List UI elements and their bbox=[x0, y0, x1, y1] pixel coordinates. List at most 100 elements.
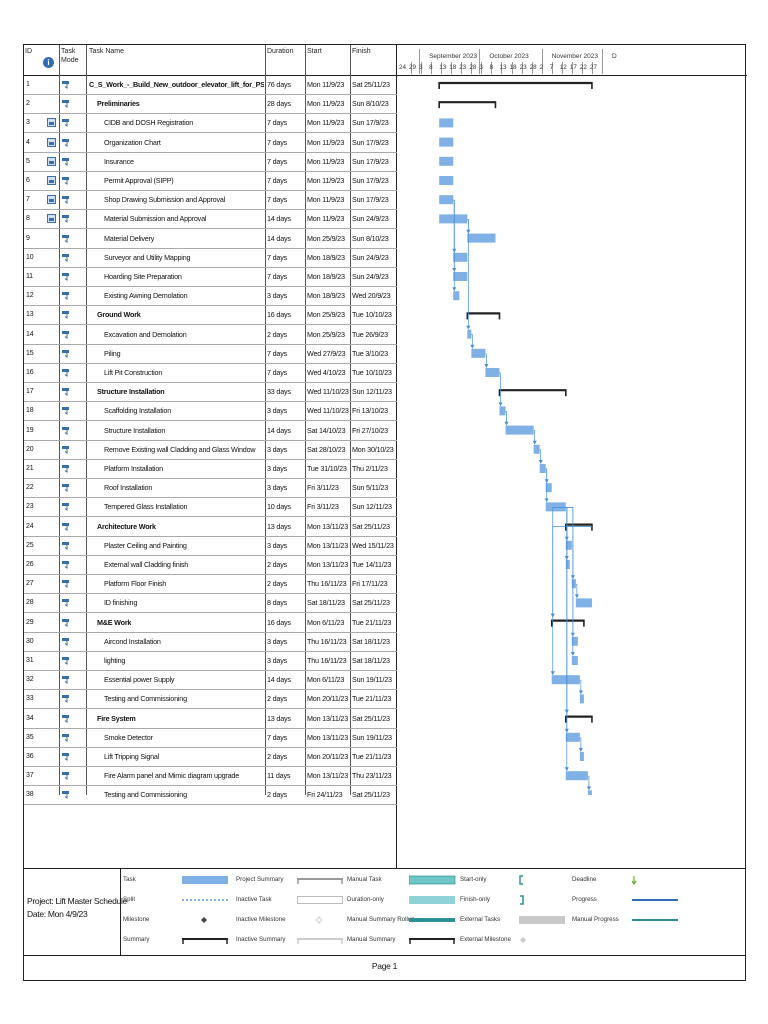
table-row[interactable]: 24 Architecture Work 13 days Mon 13/11/23 Sa… bbox=[24, 518, 397, 537]
manualsummary-legend-symbol bbox=[409, 938, 455, 944]
auto-scheduled-icon bbox=[62, 234, 69, 243]
table-row[interactable]: 3 CIDB and DOSH Registration 7 days Mon 11/… bbox=[24, 114, 397, 134]
manualtask-legend-symbol bbox=[409, 875, 456, 885]
extmilestone-legend-symbol bbox=[520, 937, 526, 943]
inactivesummary-legend-symbol bbox=[297, 938, 343, 944]
task-bar[interactable] bbox=[467, 329, 472, 339]
table-row[interactable]: 35 Smoke Detector 7 days Mon 13/11/23 Sun 19… bbox=[24, 729, 397, 748]
table-row[interactable]: 12 Existing Awning Demolation 3 days Mon 18… bbox=[24, 287, 397, 307]
task-bar[interactable] bbox=[545, 483, 552, 493]
table-row[interactable]: 37 Fire Alarm panel and Mimic diagram upg… bbox=[24, 767, 397, 787]
table-row[interactable]: 4 Organization Chart 7 days Mon 11/9/23 Sun … bbox=[24, 134, 397, 153]
task-bar[interactable] bbox=[579, 752, 584, 761]
task-name: Piling bbox=[104, 348, 121, 358]
task-bar[interactable] bbox=[571, 636, 578, 646]
task-duration: 16 days bbox=[267, 310, 291, 320]
legend-label: Finish-only bbox=[460, 896, 490, 903]
table-row[interactable]: 5 Insurance 7 days Mon 11/9/23 Sun 17/9/23 bbox=[24, 153, 397, 172]
task-name: Permit Approval (SIPP) bbox=[104, 176, 174, 185]
task-bar[interactable] bbox=[439, 156, 454, 166]
table-row[interactable]: 21 Platform Installation 3 days Tue 31/10/2… bbox=[24, 460, 397, 479]
task-bar[interactable] bbox=[545, 502, 566, 512]
table-row[interactable]: 33 Testing and Commissioning 2 days Mon 20/… bbox=[24, 690, 397, 710]
task-name: External wall Cladding finish bbox=[104, 560, 189, 569]
task-bar[interactable] bbox=[471, 348, 486, 358]
table-row[interactable]: 19 Structure Installation 14 days Sat 14/10… bbox=[24, 422, 397, 441]
day-tick bbox=[541, 62, 543, 74]
task-name: ID finishing bbox=[104, 598, 138, 608]
table-row[interactable]: 9 Material Delivery 14 days Mon 25/9/23 Sun … bbox=[24, 230, 397, 249]
table-row[interactable]: 20 Remove Existing wall Cladding and Glas… bbox=[24, 441, 397, 460]
task-bar[interactable] bbox=[453, 272, 468, 281]
task-bar[interactable] bbox=[439, 137, 454, 147]
table-row[interactable]: 32 Essential power Supply 14 days Mon 6/11/… bbox=[24, 671, 397, 691]
table-row[interactable]: 23 Tempered Glass Installation 10 days Fri … bbox=[24, 498, 397, 518]
table-row[interactable]: 30 Aircond Installation 3 days Thu 16/11/23… bbox=[24, 633, 397, 652]
task-bar[interactable] bbox=[587, 790, 592, 795]
table-row[interactable]: 13 Ground Work 16 days Mon 25/9/23 Tue 10/10… bbox=[24, 306, 397, 326]
task-bar[interactable] bbox=[579, 694, 584, 704]
task-finish: Thu 23/11/23 bbox=[352, 771, 392, 781]
task-bar[interactable] bbox=[565, 732, 580, 742]
dependency-link bbox=[533, 430, 535, 444]
legend-label: External Tasks bbox=[460, 916, 501, 923]
table-row[interactable]: 16 Lift Pit Construction 7 days Wed 4/10/23… bbox=[24, 364, 397, 383]
task-id: 19 bbox=[26, 426, 34, 434]
day-tick bbox=[481, 62, 483, 74]
task-bar[interactable] bbox=[533, 444, 540, 454]
table-row[interactable]: 36 Lift Tripping Signal 2 days Mon 20/11/23… bbox=[24, 748, 397, 767]
task-bar[interactable] bbox=[453, 291, 460, 301]
task-bar[interactable] bbox=[539, 464, 546, 473]
table-row[interactable]: 17 Structure Installation 33 days Wed 11/10… bbox=[24, 383, 397, 403]
task-id: 12 bbox=[26, 292, 34, 300]
task-bar[interactable] bbox=[571, 579, 576, 589]
task-bar[interactable] bbox=[467, 233, 496, 243]
table-row[interactable]: 18 Scaffolding Installation 3 days Wed 11/1… bbox=[24, 402, 397, 422]
day-tick bbox=[431, 62, 433, 74]
table-row[interactable]: 27 Platform Floor Finish 2 days Thu 16/11/2… bbox=[24, 575, 397, 595]
info-icon: i bbox=[43, 57, 54, 68]
table-row[interactable]: 15 Piling 7 days Wed 27/9/23 Tue 3/10/23 bbox=[24, 345, 397, 364]
table-row[interactable]: 8 Material Submission and Approval 14 days… bbox=[24, 210, 397, 230]
task-duration: 7 days bbox=[267, 156, 287, 166]
task-finish: Sun 17/9/23 bbox=[352, 118, 389, 128]
task-finish: Sun 19/11/23 bbox=[352, 732, 392, 742]
task-duration: 13 days bbox=[267, 521, 291, 531]
table-row[interactable]: 25 Plaster Ceiling and Painting 3 days Mon … bbox=[24, 537, 397, 556]
task-duration: 7 days bbox=[267, 368, 287, 377]
task-bar[interactable] bbox=[439, 195, 454, 205]
task-bar[interactable] bbox=[565, 560, 570, 569]
table-row[interactable]: 14 Excavation and Demolation 2 days Mon 25/… bbox=[24, 326, 397, 345]
table-row[interactable]: 31 lighting 3 days Thu 16/11/23 Sat 18/11/23 bbox=[24, 652, 397, 671]
task-bar[interactable] bbox=[499, 406, 506, 416]
table-row[interactable]: 6 Permit Approval (SIPP) 7 days Mon 11/9/23… bbox=[24, 172, 397, 191]
table-row[interactable]: 26 External wall Cladding finish 2 days Mon… bbox=[24, 556, 397, 575]
table-row[interactable]: 2 Preliminaries 28 days Mon 11/9/23 Sun 8/10… bbox=[24, 95, 397, 115]
task-start: Wed 4/10/23 bbox=[307, 368, 346, 377]
task-bar[interactable] bbox=[485, 368, 500, 377]
day-tick bbox=[471, 62, 473, 74]
day-label: 8 bbox=[489, 64, 493, 71]
table-row[interactable]: 22 Roof Installation 3 days Fri 3/11/23 Sun … bbox=[24, 479, 397, 499]
task-bar[interactable] bbox=[439, 176, 454, 185]
table-row[interactable]: 28 ID finishing 8 days Sat 18/11/23 Sat 25/1… bbox=[24, 594, 397, 614]
table-row[interactable]: 1 C_S_Work_-_Build_New_outdoor_elevator_l… bbox=[24, 76, 397, 95]
task-bar[interactable] bbox=[565, 540, 572, 550]
task-bar[interactable] bbox=[505, 425, 534, 435]
task-name: Aircond Installation bbox=[104, 636, 161, 646]
task-bar[interactable] bbox=[439, 214, 468, 224]
task-bar[interactable] bbox=[453, 252, 468, 262]
table-row[interactable]: 29 M&E Work 16 days Mon 6/11/23 Tue 21/11/23 bbox=[24, 614, 397, 633]
table-row[interactable]: 11 Hoarding Site Preparation 7 days Mon 18/… bbox=[24, 268, 397, 287]
task-bar[interactable] bbox=[439, 118, 454, 128]
task-bar[interactable] bbox=[565, 771, 588, 781]
table-row[interactable]: 10 Surveyor and Utility Mapping 7 days Mon … bbox=[24, 249, 397, 268]
task-finish: Tue 3/10/23 bbox=[352, 348, 388, 358]
task-start: Mon 13/11/23 bbox=[307, 713, 349, 723]
table-row[interactable]: 34 Fire System 13 days Mon 13/11/23 Sat 25/1… bbox=[24, 710, 397, 729]
table-row[interactable]: 7 Shop Drawing Submission and Approval 7 d… bbox=[24, 191, 397, 211]
task-bar[interactable] bbox=[575, 598, 592, 608]
task-bar[interactable] bbox=[571, 656, 578, 665]
task-bar[interactable] bbox=[551, 675, 580, 685]
table-row[interactable]: 38 Testing and Commissioning 2 days Fri 24/… bbox=[24, 786, 397, 806]
